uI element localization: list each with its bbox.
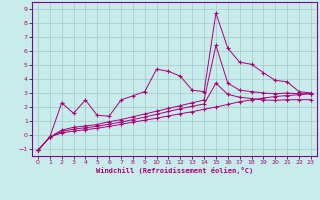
X-axis label: Windchill (Refroidissement éolien,°C): Windchill (Refroidissement éolien,°C) [96, 167, 253, 174]
